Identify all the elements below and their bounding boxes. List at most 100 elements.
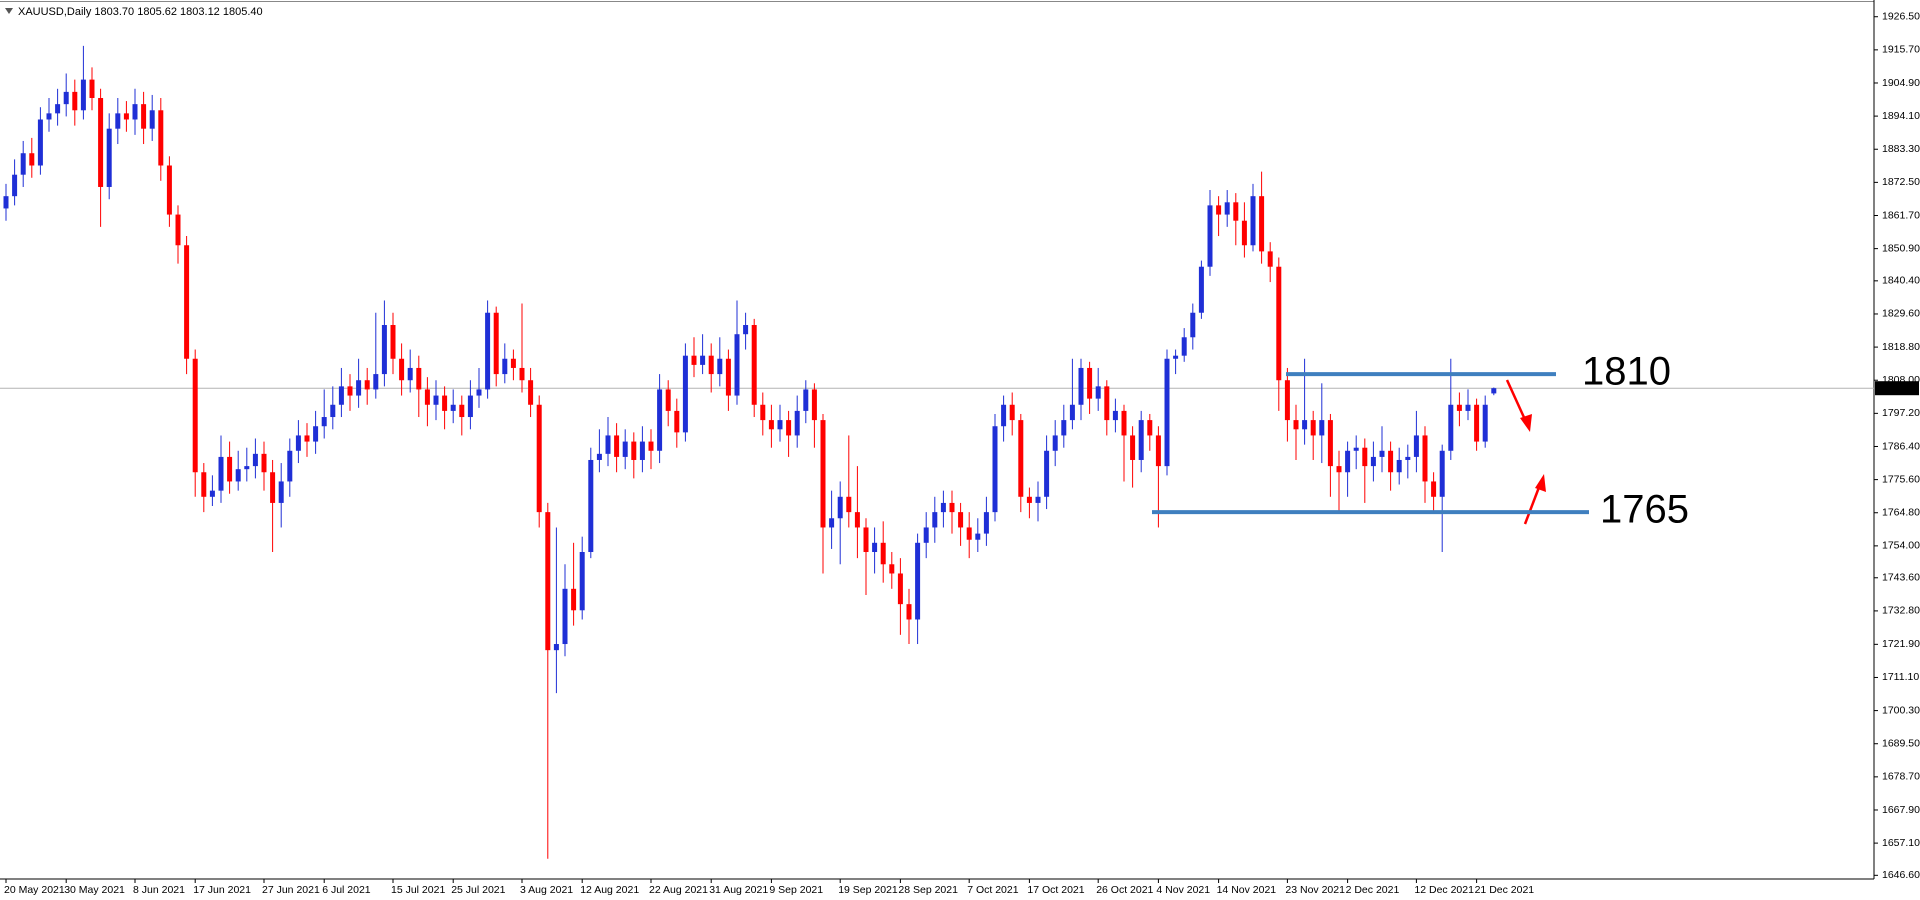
x-tick-label: 27 Jun 2021 <box>262 884 320 896</box>
x-tick-label: 12 Aug 2021 <box>580 884 639 896</box>
candle-body <box>811 389 817 421</box>
candle-body <box>381 325 387 375</box>
candle-body <box>682 355 688 433</box>
candle-body <box>1190 312 1196 338</box>
y-tick-label: 1904.90 <box>1882 77 1920 89</box>
x-tick-label: 8 Jun 2021 <box>133 884 185 896</box>
x-tick-label: 3 Aug 2021 <box>520 884 573 896</box>
candle-body <box>579 552 585 611</box>
candle-body <box>1241 220 1247 246</box>
x-tick-label: 26 Oct 2021 <box>1096 884 1153 896</box>
candle-body <box>29 153 35 166</box>
candle-body <box>424 389 430 405</box>
y-tick-label: 1786.40 <box>1882 440 1920 452</box>
candle-body <box>519 367 525 381</box>
y-tick-label: 1829.60 <box>1882 308 1920 320</box>
candle-body <box>252 453 258 467</box>
candle-body <box>158 110 164 166</box>
arrow-up-head <box>1535 474 1546 492</box>
candle-body <box>1035 496 1041 503</box>
candle-body <box>794 410 800 436</box>
y-tick-label: 1883.30 <box>1882 143 1920 155</box>
candle-body <box>115 113 121 129</box>
candle-body <box>1198 266 1204 313</box>
x-tick-label: 6 Jul 2021 <box>322 884 371 896</box>
y-tick-label: 1861.70 <box>1882 209 1920 221</box>
candle-body <box>390 325 396 359</box>
candle-body <box>407 367 413 381</box>
y-tick-label: 1894.10 <box>1882 110 1920 122</box>
candle-body <box>1353 447 1359 451</box>
candle-body <box>915 542 921 620</box>
candle-body <box>588 459 594 553</box>
candle-body <box>235 469 241 482</box>
y-tick-label: 1926.50 <box>1882 11 1920 23</box>
candle-body <box>89 79 95 99</box>
candle-body <box>459 404 465 418</box>
candle-body <box>605 435 611 454</box>
y-tick-label: 1732.80 <box>1882 605 1920 617</box>
x-tick-label: 21 Dec 2021 <box>1475 884 1535 896</box>
x-tick-label: 7 Oct 2021 <box>967 884 1019 896</box>
candle-body <box>12 174 18 197</box>
candle-body <box>1284 380 1290 421</box>
candle-body <box>1207 205 1213 267</box>
candle-body <box>631 441 637 460</box>
level-label: 1765 <box>1600 488 1689 532</box>
y-tick-label: 1775.60 <box>1882 473 1920 485</box>
candle-body <box>373 374 379 390</box>
x-tick-label: 23 Nov 2021 <box>1285 884 1345 896</box>
candle-body <box>975 533 981 540</box>
candle-body <box>958 512 964 528</box>
arrow-down-head <box>1520 414 1532 432</box>
candle-body <box>493 312 499 375</box>
candle-body <box>1173 355 1179 359</box>
candle-body <box>562 588 568 645</box>
candle-body <box>313 426 319 442</box>
candle-body <box>1112 410 1118 421</box>
candle-body <box>20 153 26 175</box>
candle-body <box>80 79 86 111</box>
candle-body <box>442 395 448 411</box>
candle-body <box>1448 404 1454 451</box>
candle-body <box>1044 450 1050 497</box>
candle-body <box>1121 410 1127 436</box>
candle-body <box>1439 450 1445 497</box>
arrow-down <box>1505 379 1529 425</box>
candle-body <box>725 358 731 396</box>
candle-body <box>433 395 439 405</box>
candle-body <box>1233 202 1239 221</box>
candle-body <box>1276 266 1282 381</box>
candle-body <box>278 481 284 503</box>
candle-body <box>897 573 903 605</box>
candle-body <box>622 441 628 457</box>
candle-body <box>1388 450 1394 473</box>
x-tick-label: 31 Aug 2021 <box>709 884 768 896</box>
candle-body <box>209 490 215 497</box>
candle-body <box>863 527 869 553</box>
candle-body <box>1259 196 1265 252</box>
candle-body <box>261 453 267 473</box>
candle-body <box>820 420 826 528</box>
candle-body <box>321 417 327 427</box>
x-tick-label: 20 May 2021 <box>4 884 65 896</box>
candle-body <box>3 196 9 209</box>
candle-body <box>751 325 757 405</box>
candle-body <box>614 435 620 457</box>
y-tick-label: 1743.60 <box>1882 572 1920 584</box>
y-tick-label: 1818.80 <box>1882 341 1920 353</box>
candle-body <box>940 502 946 513</box>
candle-body <box>364 380 370 390</box>
candle-body <box>106 128 112 187</box>
candle-body <box>1224 202 1230 215</box>
candle-body <box>270 472 276 503</box>
candle-body <box>330 404 336 418</box>
candle-body <box>502 358 508 375</box>
candle-body <box>1319 420 1325 436</box>
candle-body <box>287 450 293 482</box>
candle-body <box>1052 435 1058 451</box>
x-tick-label: 9 Sep 2021 <box>769 884 823 896</box>
candle-body <box>872 542 878 553</box>
candle-body <box>218 456 224 491</box>
